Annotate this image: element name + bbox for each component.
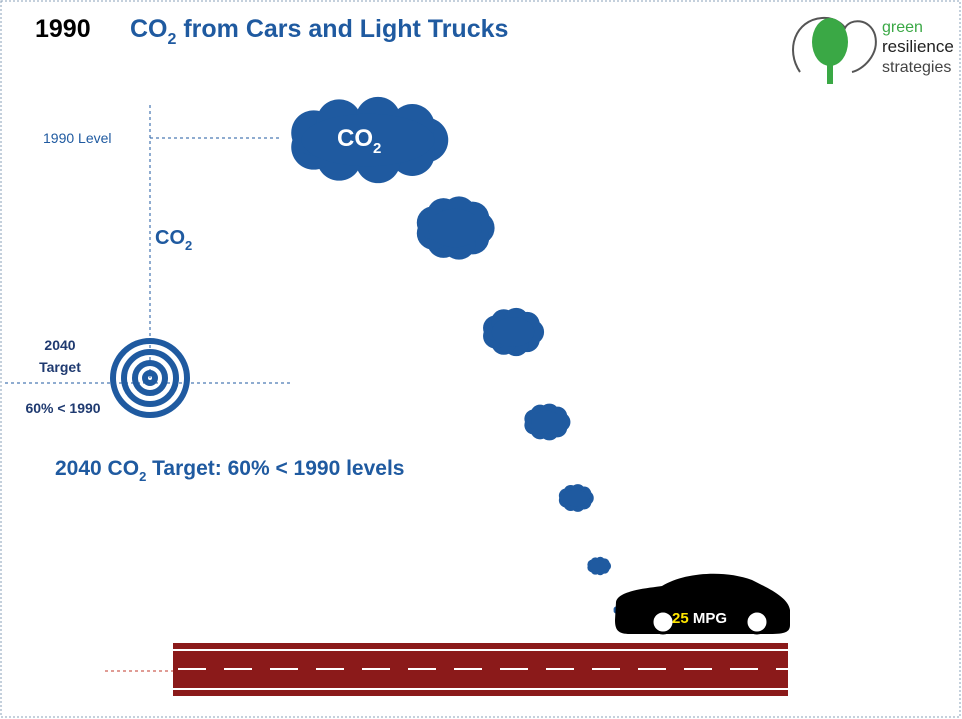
year: 1990	[35, 15, 91, 43]
title-main: CO	[130, 15, 168, 43]
cloud	[524, 403, 571, 441]
mpg: 25 MPG	[672, 610, 727, 627]
statement: 2040 CO2 Target: 60% < 1990 levels	[55, 457, 404, 484]
car: 25 MPG	[615, 573, 790, 635]
statement-sub: 2	[139, 469, 146, 484]
title-rest: from Cars and Light Trucks	[176, 15, 508, 43]
logo-line: strategies	[882, 59, 951, 76]
level-label: 1990 Level	[43, 130, 112, 146]
logo-line: green	[882, 19, 923, 36]
target-note: 60% < 1990	[25, 400, 100, 416]
cloud	[416, 196, 495, 260]
statement-start: 2040 CO	[55, 457, 139, 480]
axis-label-sub: 2	[185, 238, 192, 253]
cloud-main: CO	[337, 125, 373, 152]
logo-line: resilience	[882, 37, 954, 56]
target-rings	[110, 338, 190, 418]
cloud-label: CO2	[337, 125, 381, 157]
axis-label-main: CO	[155, 227, 185, 249]
target-line: Target	[39, 359, 81, 375]
cloud	[483, 307, 545, 357]
mpg-unit: MPG	[693, 610, 727, 627]
cloud	[558, 484, 594, 512]
cloud	[587, 556, 612, 576]
cloud-sub: 2	[373, 140, 381, 157]
logo: green resilience strategies	[792, 16, 954, 84]
axis-label: CO2	[155, 227, 192, 253]
target-line: 2040	[44, 337, 75, 353]
title-sub: 2	[168, 31, 177, 48]
title: CO2 from Cars and Light Trucks	[130, 15, 508, 48]
road	[173, 643, 788, 696]
mpg-value: 25	[672, 610, 689, 627]
axis-lines	[5, 105, 290, 384]
statement-rest: Target: 60% < 1990 levels	[146, 457, 404, 480]
cloud	[291, 96, 449, 184]
